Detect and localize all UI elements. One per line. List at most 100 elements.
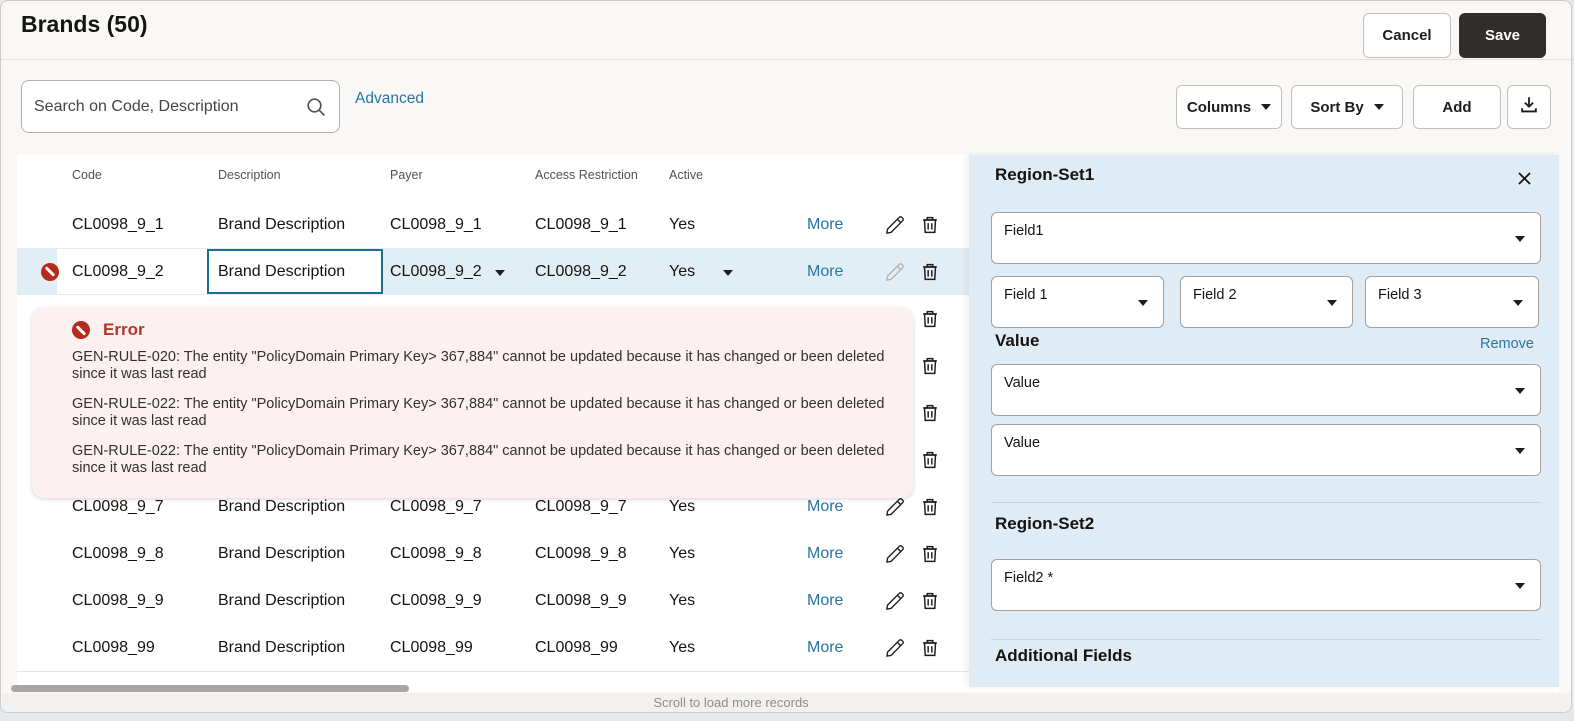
add-button-label: Add	[1442, 98, 1472, 116]
panel-divider	[991, 639, 1541, 640]
value2-select[interactable]: Value	[991, 424, 1541, 476]
cell-code: CL0098_9_1	[72, 215, 164, 233]
column-header-description[interactable]: Description	[218, 168, 281, 182]
cell-payer: CL0098_9_7	[390, 497, 482, 515]
chevron-down-icon	[1515, 583, 1525, 589]
more-link[interactable]: More	[807, 215, 844, 233]
field1-select-label: Field1	[1004, 223, 1044, 239]
search-box[interactable]	[21, 80, 340, 133]
delete-trash-icon[interactable]	[916, 483, 944, 530]
delete-trash-icon[interactable]	[916, 342, 944, 389]
code-edit-cell[interactable]	[57, 249, 207, 294]
delete-trash-icon[interactable]	[916, 201, 944, 248]
sub-field3-select[interactable]: Field 3	[1365, 276, 1539, 328]
cell-active: Yes	[669, 497, 696, 515]
close-icon[interactable]	[1513, 167, 1535, 189]
field2-select-label: Field2 *	[1004, 570, 1054, 586]
cell-active[interactable]: Yes	[669, 262, 696, 280]
cell-code: CL0098_9_9	[72, 591, 164, 609]
column-header-active[interactable]: Active	[669, 168, 704, 182]
description-edit-cell[interactable]	[207, 249, 383, 294]
sort-by-dropdown-label: Sort By	[1310, 98, 1364, 116]
additional-fields-title: Additional Fields	[995, 646, 1132, 665]
delete-trash-icon[interactable]	[916, 295, 944, 342]
delete-trash-icon[interactable]	[916, 577, 944, 624]
load-more-strip: Scroll to load more records	[2, 693, 1570, 712]
more-link[interactable]: More	[807, 262, 844, 280]
cell-code: CL0098_99	[72, 638, 155, 656]
sub-field2-label: Field 2	[1193, 287, 1237, 303]
add-button[interactable]: Add	[1413, 85, 1501, 129]
column-header-code[interactable]: Code	[72, 168, 102, 182]
chevron-down-icon	[1513, 300, 1523, 306]
delete-trash-icon[interactable]	[916, 436, 944, 483]
save-button[interactable]: Save	[1459, 13, 1546, 58]
remove-link[interactable]: Remove	[1480, 336, 1534, 352]
cell-active: Yes	[669, 544, 696, 562]
sort-by-dropdown[interactable]: Sort By	[1291, 85, 1403, 129]
more-link[interactable]: More	[807, 591, 844, 609]
cell-description: Brand Description	[218, 497, 346, 515]
chevron-down-icon	[1327, 300, 1337, 306]
more-link[interactable]: More	[807, 638, 844, 656]
cell-code: CL0098_9_8	[72, 544, 164, 562]
delete-trash-icon[interactable]	[916, 624, 944, 671]
error-popup-header: Error	[72, 320, 889, 340]
chevron-down-icon	[1373, 104, 1384, 110]
column-header-access-restriction[interactable]: Access Restriction	[535, 168, 638, 182]
horizontal-scrollbar[interactable]	[11, 685, 409, 692]
cell-access: CL0098_9_7	[535, 497, 627, 515]
delete-trash-icon[interactable]	[916, 389, 944, 436]
cell-payer: CL0098_9_9	[390, 591, 482, 609]
edit-pencil-icon[interactable]	[881, 624, 909, 671]
cell-code[interactable]: CL0098_9_2	[72, 262, 164, 280]
download-button[interactable]	[1507, 85, 1551, 129]
error-message: GEN-RULE-022: The entity "PolicyDomain P…	[72, 443, 885, 476]
more-link[interactable]: More	[807, 544, 844, 562]
sub-field1-label: Field 1	[1004, 287, 1048, 303]
cell-description: Brand Description	[218, 591, 346, 609]
cell-description[interactable]: Brand Description	[218, 262, 346, 280]
edit-pencil-icon[interactable]	[881, 577, 909, 624]
sub-field1-select[interactable]: Field 1	[991, 276, 1164, 328]
sub-field2-select[interactable]: Field 2	[1180, 276, 1353, 328]
edit-pencil-icon[interactable]	[881, 483, 909, 530]
search-input[interactable]	[22, 97, 305, 116]
edit-pencil-icon[interactable]	[881, 530, 909, 577]
more-link[interactable]: More	[807, 497, 844, 515]
save-button-label: Save	[1484, 27, 1521, 44]
payer-chevron-down-icon[interactable]	[495, 269, 505, 276]
cell-access: CL0098_9_9	[535, 591, 627, 609]
columns-dropdown[interactable]: Columns	[1176, 85, 1282, 129]
cell-access[interactable]: CL0098_9_2	[535, 262, 627, 280]
download-icon	[1518, 94, 1540, 120]
columns-dropdown-label: Columns	[1186, 98, 1252, 116]
cell-active: Yes	[669, 638, 696, 656]
delete-trash-icon[interactable]	[916, 530, 944, 577]
panel-divider	[991, 502, 1541, 503]
edit-pencil-icon[interactable]	[881, 201, 909, 248]
search-icon[interactable]	[305, 96, 327, 118]
value1-select[interactable]: Value	[991, 364, 1541, 416]
error-message: GEN-RULE-020: The entity "PolicyDomain P…	[72, 349, 885, 382]
cell-code: CL0098_9_7	[72, 497, 164, 515]
field1-select[interactable]: Field1	[991, 212, 1541, 264]
cell-access: CL0098_99	[535, 638, 618, 656]
cell-description: Brand Description	[218, 638, 346, 656]
edit-pencil-icon[interactable]	[881, 248, 909, 295]
advanced-link[interactable]: Advanced	[355, 90, 424, 107]
header-divider	[1, 59, 1571, 60]
error-ban-icon	[72, 321, 90, 339]
cell-access: CL0098_9_1	[535, 215, 627, 233]
delete-trash-icon[interactable]	[916, 248, 944, 295]
chevron-down-icon	[1515, 236, 1525, 242]
cancel-button[interactable]: Cancel	[1363, 13, 1451, 58]
cancel-button-label: Cancel	[1382, 27, 1432, 44]
region-detail-panel: Region-Set1 Field1 Field 1 Field 2 Field…	[969, 155, 1559, 687]
active-chevron-down-icon[interactable]	[723, 269, 733, 276]
cell-active: Yes	[669, 215, 696, 233]
column-header-payer[interactable]: Payer	[390, 168, 423, 182]
field2-select[interactable]: Field2 *	[991, 559, 1541, 611]
value-section-title: Value	[995, 331, 1040, 350]
cell-payer[interactable]: CL0098_9_2	[390, 262, 482, 280]
